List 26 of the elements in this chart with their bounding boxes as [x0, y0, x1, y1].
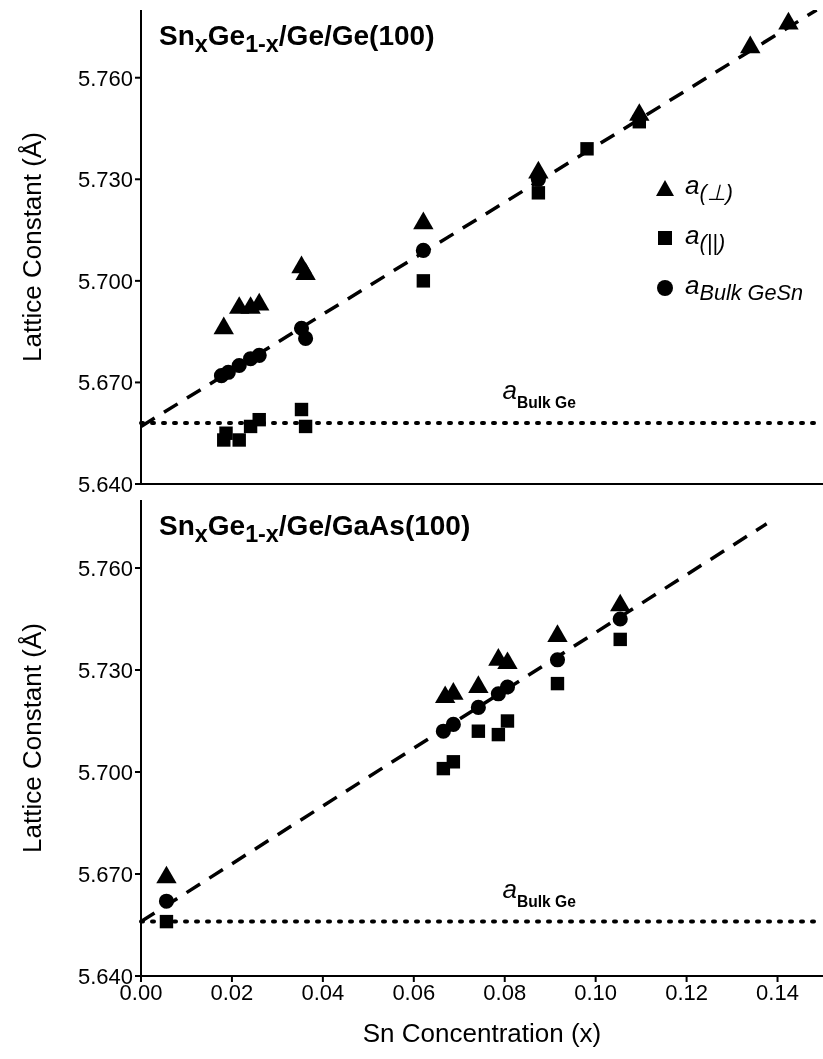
x-tick-label: 0.02 — [210, 979, 254, 1005]
y-tick-label: 5.760 — [77, 555, 133, 581]
y-tick-label: 5.640 — [77, 471, 133, 497]
ref-line-label: a$_{Bulk Ge}$ — [502, 375, 577, 411]
y-tick-label: 5.700 — [77, 268, 133, 294]
ref-line-label: a$_{Bulk Ge}$ — [502, 873, 577, 910]
y-tick-label: 5.700 — [77, 759, 133, 785]
legend-label: a$_{(⊥)}$ — [685, 169, 733, 206]
x-tick-label: 0.06 — [392, 979, 436, 1005]
y-axis-title: Lattice Constant (Å) — [17, 132, 48, 362]
text: Sn$_{x}$Ge$_{1-x}$/Ge/GaAs(100) — [159, 510, 471, 548]
y-tick-label: 5.760 — [77, 65, 133, 91]
x-tick-label: 0.04 — [301, 979, 345, 1005]
y-tick-label: 5.670 — [77, 370, 133, 396]
y-tick-label: 5.670 — [77, 861, 133, 887]
y-tick-label: 5.730 — [77, 657, 133, 683]
legend-label: a$_{Bulk GeSn}$ — [685, 270, 803, 307]
x-tick-label: 0.08 — [483, 979, 527, 1005]
x-tick-label: 0.12 — [665, 979, 709, 1005]
x-axis-title: Sn Concentration (x) — [362, 1018, 602, 1048]
text: Sn$_{x}$Ge$_{1-x}$/Ge/Ge(100) — [159, 20, 435, 58]
legend-label: a$_{(||)}$ — [685, 219, 726, 257]
x-tick-label: 0.10 — [574, 979, 618, 1005]
y-tick-label: 5.730 — [77, 167, 133, 193]
y-axis-title: Lattice Constant (Å) — [17, 623, 48, 853]
x-tick-label: 0.14 — [756, 979, 799, 1005]
